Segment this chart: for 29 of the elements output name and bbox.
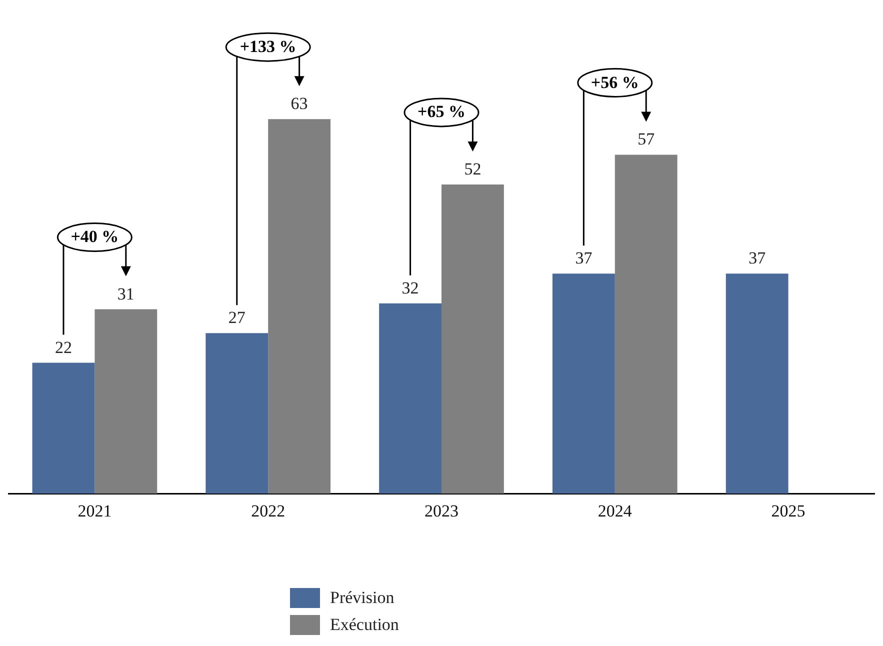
text: +56 % [590, 72, 640, 94]
bar [268, 119, 331, 494]
data-label: 22 [54, 338, 72, 357]
bar [94, 309, 158, 494]
x-tick-label: 2022 [251, 501, 286, 520]
x-tick-label: 2023 [424, 501, 458, 520]
bar [32, 362, 95, 494]
data-label: 27 [228, 308, 246, 328]
data-label: 32 [402, 278, 419, 298]
data-label: 31 [117, 284, 134, 304]
data-label: 52 [464, 159, 482, 178]
bar [614, 154, 678, 494]
bar [442, 184, 504, 494]
annotation: +65 % [416, 101, 466, 124]
bar [206, 333, 268, 494]
data-label: 57 [638, 130, 656, 149]
data-label: 63 [290, 94, 308, 114]
bar [552, 274, 615, 494]
bar [726, 274, 788, 494]
text: +133 % [238, 36, 298, 58]
bar [379, 303, 442, 494]
x-tick-label: 2024 [598, 501, 632, 520]
x-tick-label: 2021 [78, 501, 112, 520]
legend-label: Prévision [330, 588, 394, 608]
data-label: 37 [748, 248, 766, 268]
legend-label: Exécution [330, 614, 399, 634]
x-tick-label: 2025 [771, 501, 806, 520]
annotation: +40 % [70, 226, 120, 248]
data-label: 37 [575, 248, 593, 268]
